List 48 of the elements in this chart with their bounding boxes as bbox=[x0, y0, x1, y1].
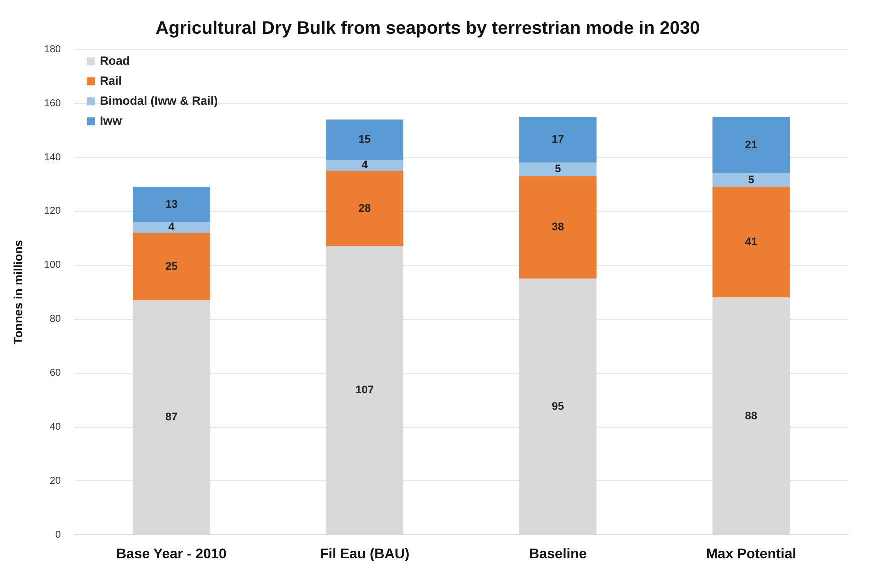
data-label: 25 bbox=[166, 260, 178, 273]
y-tick-label: 120 bbox=[44, 206, 62, 218]
data-label: 95 bbox=[552, 400, 564, 413]
data-label: 88 bbox=[745, 410, 758, 422]
y-tick-label: 100 bbox=[44, 260, 62, 272]
y-tick-label: 180 bbox=[44, 44, 62, 56]
y-tick-label: 40 bbox=[50, 422, 62, 434]
legend-label: Bimodal (Iww & Rail) bbox=[100, 94, 218, 108]
bar bbox=[133, 187, 210, 222]
y-axis-title: Tonnes in millions bbox=[12, 240, 26, 345]
legend-label: Iww bbox=[100, 114, 123, 128]
y-tick-label: 60 bbox=[50, 368, 62, 380]
bar bbox=[712, 187, 790, 298]
y-tick-label: 20 bbox=[50, 476, 62, 487]
legend-label: Rail bbox=[100, 74, 122, 88]
chart-title: Agricultural Dry Bulk from seaports by terrestrian mode in 2030 bbox=[156, 18, 700, 38]
data-label: 17 bbox=[552, 134, 564, 146]
data-label: 41 bbox=[745, 236, 758, 249]
y-tick-label: 80 bbox=[50, 314, 62, 326]
data-label: 5 bbox=[748, 174, 754, 186]
bar bbox=[326, 120, 404, 160]
bar bbox=[133, 233, 210, 300]
bar bbox=[712, 174, 790, 188]
data-label: 4 bbox=[168, 222, 176, 234]
data-label: 28 bbox=[358, 202, 372, 215]
data-label: 5 bbox=[555, 164, 562, 176]
data-label: 15 bbox=[358, 134, 372, 146]
bar bbox=[520, 176, 597, 279]
y-tick-label: 140 bbox=[44, 152, 62, 164]
data-label: 107 bbox=[356, 384, 374, 397]
legend-label: Road bbox=[100, 54, 130, 68]
data-label: 13 bbox=[166, 198, 178, 211]
bar bbox=[520, 162, 597, 176]
data-label: 38 bbox=[552, 222, 564, 234]
data-label: 4 bbox=[362, 160, 369, 172]
x-tick-label: Baseline bbox=[529, 545, 588, 562]
y-tick-label: 0 bbox=[56, 530, 62, 541]
bar bbox=[712, 117, 790, 174]
x-tick-label: Base Year - 2010 bbox=[116, 545, 228, 562]
bar bbox=[520, 117, 597, 163]
bar bbox=[326, 171, 404, 247]
bar bbox=[133, 222, 210, 234]
x-tick-label: Max Potential bbox=[706, 545, 797, 562]
bar bbox=[326, 160, 404, 171]
data-label: 21 bbox=[745, 139, 758, 152]
data-label: 87 bbox=[166, 412, 178, 424]
y-tick-label: 160 bbox=[44, 98, 62, 110]
x-tick-label: Fil Eau (BAU) bbox=[320, 545, 410, 562]
